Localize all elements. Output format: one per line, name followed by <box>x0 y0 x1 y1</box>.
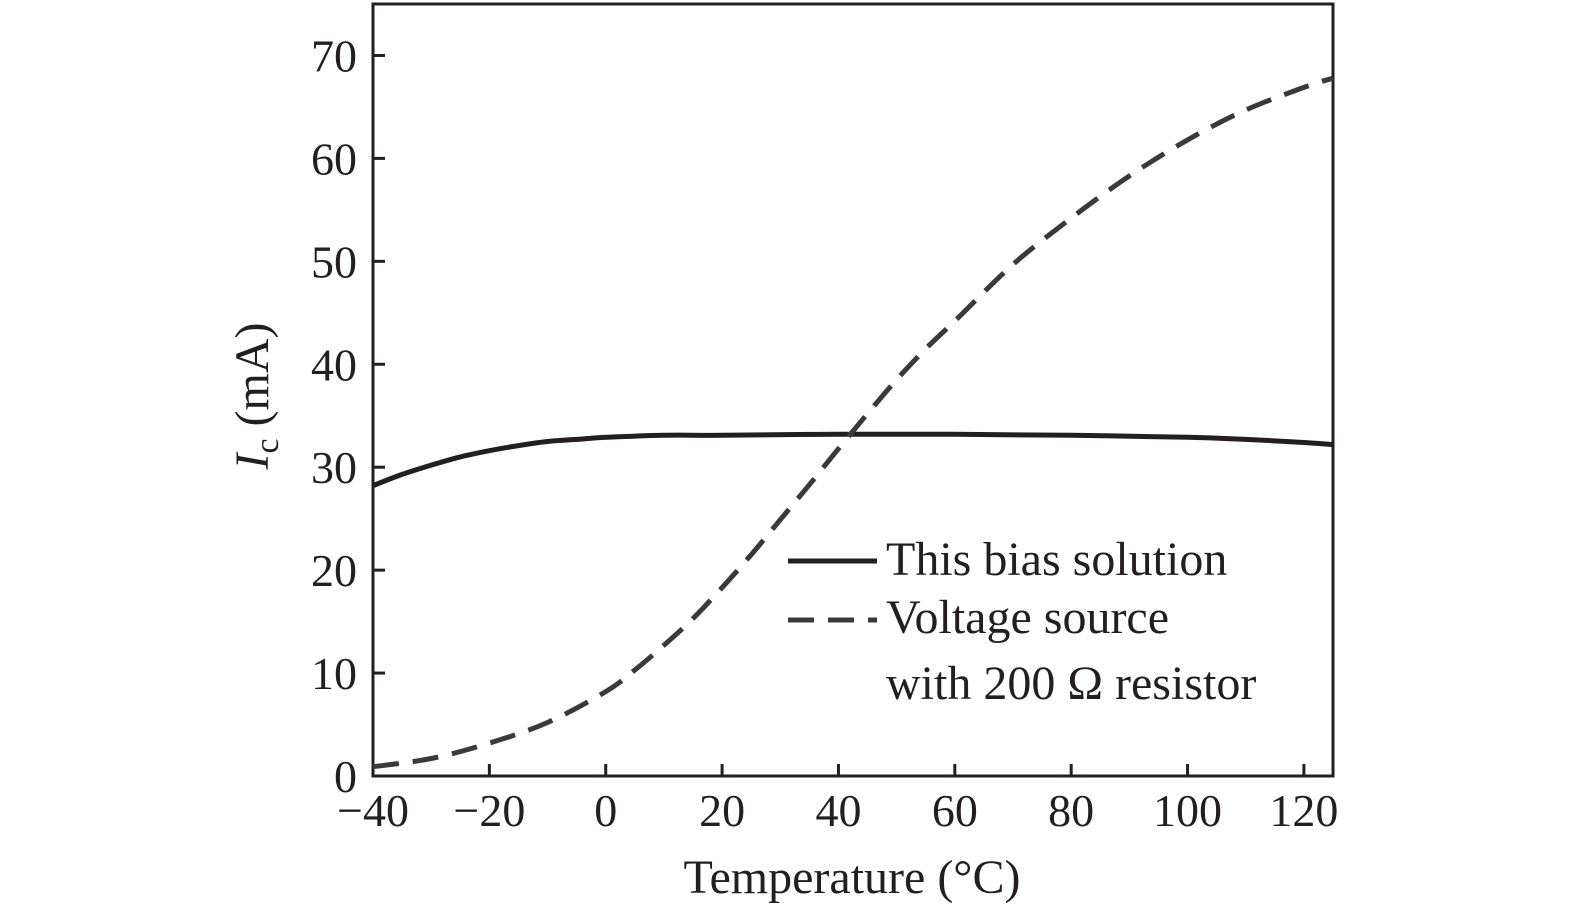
y-tick-label: 50 <box>311 236 357 287</box>
y-tick-label: 10 <box>311 648 357 699</box>
x-axis-title: Temperature (°C) <box>683 851 1020 904</box>
x-tick-label: 120 <box>1269 785 1338 836</box>
y-axis-subscript: c <box>249 438 286 453</box>
x-axis-ticks: −40 −20 0 20 40 60 80 100 120 <box>337 764 1338 836</box>
x-tick-label: 0 <box>594 785 617 836</box>
plot-frame <box>371 2 1335 778</box>
series-line-bias-solution <box>372 431 1334 489</box>
legend-label-solid: This bias solution <box>886 533 1227 586</box>
series-line-voltage-source <box>372 75 1334 770</box>
y-tick-label: 20 <box>311 545 357 596</box>
y-axis-unit: (mA) <box>226 322 279 438</box>
legend-label-dashed-line-1: Voltage source <box>886 591 1169 644</box>
y-tick-label: 40 <box>311 339 357 390</box>
x-tick-label: −20 <box>453 785 525 836</box>
y-axis-title: Ic (mA) <box>226 322 286 470</box>
y-axis-ticks: 0 10 20 30 40 50 60 70 <box>311 30 385 802</box>
x-tick-label: 20 <box>699 785 745 836</box>
y-tick-label: 60 <box>311 133 357 184</box>
x-tick-label: 100 <box>1153 785 1222 836</box>
y-axis-symbol: I <box>226 452 279 471</box>
x-tick-label: 60 <box>932 785 978 836</box>
y-tick-label: 0 <box>334 751 357 802</box>
series-layer <box>372 75 1334 770</box>
x-tick-label: 80 <box>1048 785 1094 836</box>
y-tick-label: 70 <box>311 30 357 81</box>
legend-label-dashed-line-2: with 200 Ω resistor <box>886 657 1256 710</box>
plot-area-border <box>371 2 1335 778</box>
y-tick-label: 30 <box>311 442 357 493</box>
x-tick-label: 40 <box>815 785 861 836</box>
x-tick-label: −40 <box>337 785 409 836</box>
legend: This bias solution Voltage source with 2… <box>788 533 1256 710</box>
